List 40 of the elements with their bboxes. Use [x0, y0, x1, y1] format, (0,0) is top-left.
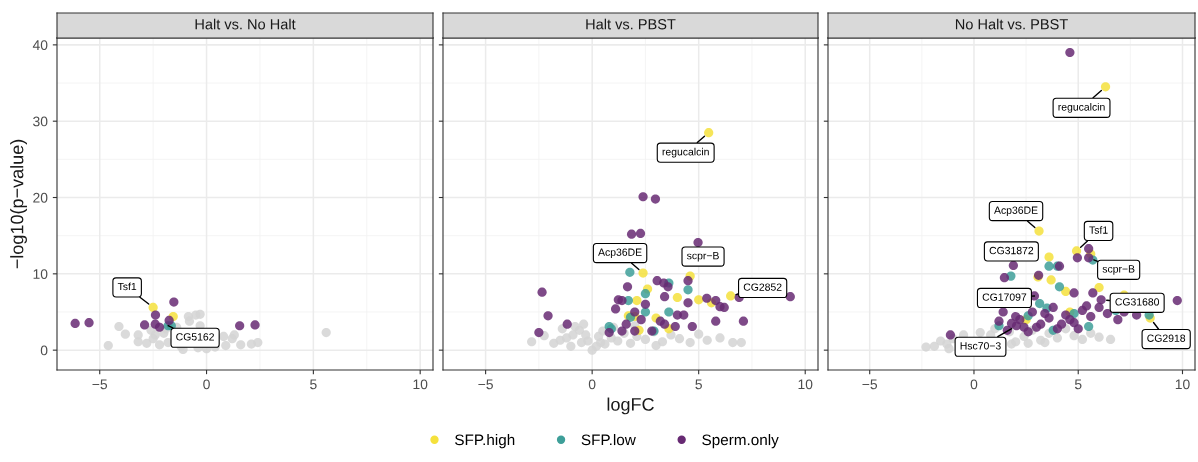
x-tick-label: 5	[1074, 379, 1082, 390]
annotation: Tsf1	[1089, 226, 1108, 234]
x-tick-label: 0	[588, 379, 596, 390]
legend-label: SFP.low	[581, 434, 636, 446]
annotation: scpr−B	[1102, 265, 1135, 275]
x-tick-label: −5	[862, 379, 878, 390]
y-tick-label: 20	[33, 192, 48, 203]
y-tick-label: 30	[33, 116, 48, 127]
annotation: regucalcin	[1058, 102, 1105, 113]
x-tick-label: 10	[1175, 379, 1190, 390]
x-tick-label: 10	[798, 379, 813, 390]
x-tick-label: −5	[92, 379, 108, 390]
annotation: Acp36DE	[598, 248, 642, 258]
x-tick-label: 0	[970, 379, 978, 390]
chart-title: Halt vs. No Halt	[195, 18, 296, 30]
x-axis-title: logFC	[607, 397, 654, 415]
annotation: CG2852	[743, 283, 782, 291]
x-tick-label: −5	[478, 379, 493, 390]
chart-title: Halt vs. PBST	[586, 18, 676, 30]
annotation: Acp36DE	[994, 206, 1038, 216]
x-tick-label: 5	[695, 379, 702, 390]
annotation: Hsc70−3	[960, 342, 1001, 350]
y-tick-label: 40	[32, 40, 48, 51]
y-axis-title: −log10(p−value)	[10, 139, 27, 269]
x-tick-label: 0	[203, 379, 210, 390]
annotation: scpr−B	[686, 252, 719, 262]
legend-label: Sperm.only	[702, 434, 779, 449]
annotation: CG31680	[1115, 298, 1160, 306]
y-tick-label: 0	[40, 345, 48, 356]
y-tick-label: 10	[33, 269, 48, 279]
chart-title: No Halt vs. PBST	[955, 18, 1068, 30]
legend-label: SFP.high	[455, 434, 515, 449]
annotation: CG31872	[989, 246, 1034, 255]
x-tick-label: 5	[310, 379, 317, 390]
annotation: CG2918	[1147, 334, 1186, 342]
annotation: CG17097	[982, 293, 1027, 301]
annotation: CG5162	[176, 333, 214, 341]
annotation: Tsf1	[117, 282, 137, 291]
annotation: regucalcin	[662, 147, 709, 158]
x-tick-label: 10	[413, 379, 428, 390]
